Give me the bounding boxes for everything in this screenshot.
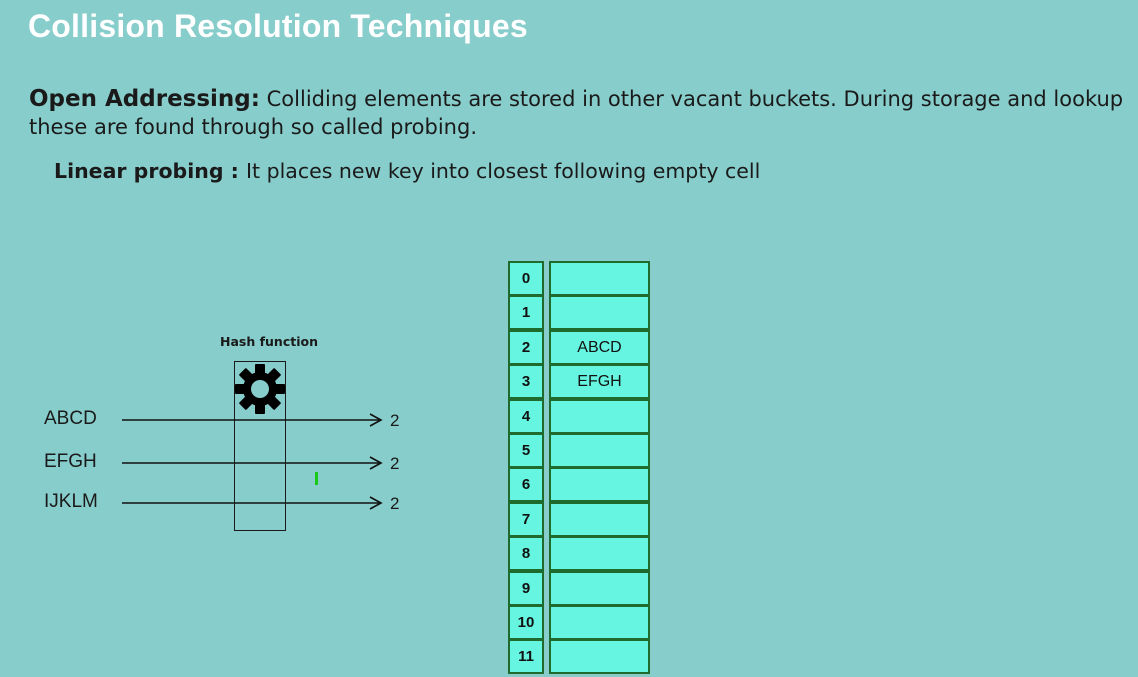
bucket-index: 0 [508, 261, 544, 296]
hash-arrows [122, 413, 383, 510]
text-cursor [315, 472, 318, 485]
bucket-cell [549, 467, 650, 503]
linear-probing-text: It places new key into closest following… [245, 159, 761, 183]
bucket-cell: EFGH [549, 364, 650, 400]
key-abcd: ABCD [44, 408, 97, 429]
bucket-index: 5 [508, 432, 544, 468]
bucket-cell [549, 570, 650, 606]
bucket-index: 11 [508, 639, 544, 675]
hash-function-box [234, 361, 286, 531]
hash-result-abcd: 2 [390, 411, 400, 430]
bucket-index: 6 [508, 467, 544, 503]
hash-result-efgh: 2 [390, 454, 400, 473]
linear-probing-term: Linear probing : [54, 159, 246, 183]
bucket-cell [549, 501, 650, 537]
bucket-index: 4 [508, 398, 544, 434]
bucket-cell [549, 261, 650, 296]
open-addressing-paragraph: Open Addressing: Colliding elements are … [29, 85, 1129, 141]
bucket-index: 1 [508, 295, 544, 331]
key-efgh: EFGH [44, 451, 97, 472]
bucket-index: 10 [508, 604, 544, 640]
hash-function-label: Hash function [220, 334, 318, 349]
bucket-index: 7 [508, 501, 544, 537]
bucket-cell [549, 639, 650, 675]
bucket-cell: ABCD [549, 329, 650, 365]
bucket-cell [549, 432, 650, 468]
key-ijklm: IJKLM [44, 491, 98, 512]
bucket-cell [549, 536, 650, 572]
bucket-index: 8 [508, 536, 544, 572]
bucket-cell [549, 398, 650, 434]
bucket-cell [549, 295, 650, 331]
bucket-index: 9 [508, 570, 544, 606]
open-addressing-text: Colliding elements are stored in other v… [29, 87, 1124, 139]
slide-title: Collision Resolution Techniques [28, 8, 528, 44]
bucket-index: 2 [508, 329, 544, 365]
open-addressing-term: Open Addressing: [29, 86, 260, 112]
bucket-index: 3 [508, 364, 544, 400]
hash-result-ijklm: 2 [390, 494, 400, 513]
bucket-cell [549, 604, 650, 640]
gear-icon [235, 364, 285, 414]
linear-probing-line: Linear probing : It places new key into … [54, 159, 760, 183]
